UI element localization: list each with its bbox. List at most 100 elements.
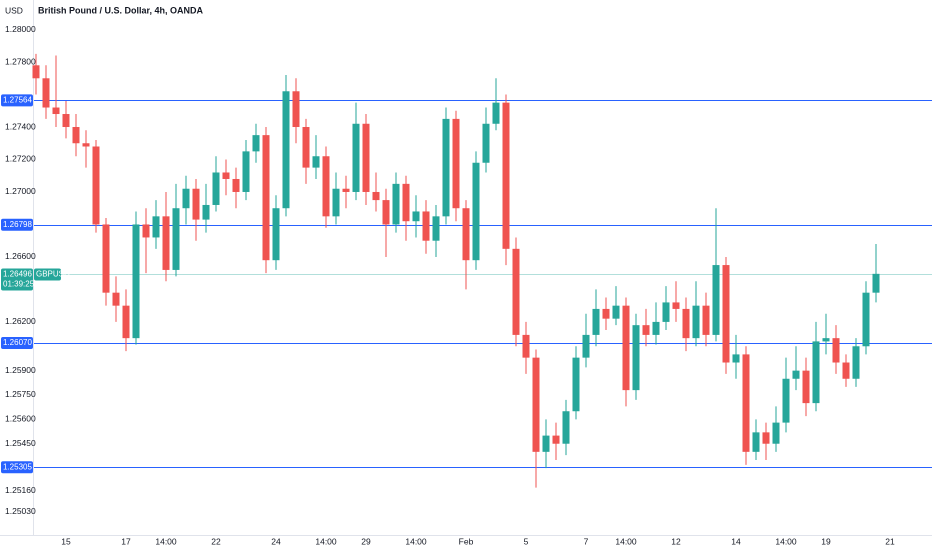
- last-price-box: [1, 268, 33, 291]
- candle-body: [272, 208, 280, 261]
- candle-body: [452, 118, 460, 209]
- x-tick-label: 14:00: [155, 536, 177, 546]
- candle-body: [222, 172, 230, 179]
- candle-body: [642, 325, 650, 335]
- candle-body: [252, 135, 260, 152]
- level-label-box: [1, 94, 33, 107]
- y-tick-label: 1.25450: [5, 438, 36, 448]
- candle-body: [422, 211, 430, 241]
- candle-body: [132, 224, 140, 339]
- candle-body: [552, 435, 560, 444]
- x-tick-label: 22: [211, 536, 221, 546]
- candle-body: [522, 334, 530, 358]
- x-tick-label: 5: [524, 536, 529, 546]
- candle-body: [232, 178, 240, 192]
- candle-body: [542, 435, 550, 452]
- candle-body: [842, 362, 850, 379]
- candle-body: [142, 224, 150, 238]
- candle-body: [362, 123, 370, 192]
- candle-body: [592, 308, 600, 335]
- candle-body: [602, 308, 610, 319]
- candle-body: [502, 102, 510, 249]
- candle-body: [242, 151, 250, 192]
- x-tick-label: 14:00: [775, 536, 797, 546]
- candle-body: [282, 91, 290, 209]
- candle-body: [632, 325, 640, 391]
- candle-body: [372, 191, 380, 201]
- candle-body: [722, 265, 730, 363]
- candle-body: [182, 188, 190, 209]
- candle-body: [652, 321, 660, 335]
- y-tick-label: 1.27800: [5, 56, 36, 66]
- candle-body: [822, 338, 830, 342]
- candle-body: [302, 127, 310, 168]
- y-tick-label: 1.27200: [5, 154, 36, 164]
- candle-body: [752, 432, 760, 452]
- candle-body: [92, 146, 100, 225]
- candle-body: [332, 188, 340, 217]
- candle-body: [712, 265, 720, 335]
- candle-body: [162, 216, 170, 270]
- candle-body: [322, 156, 330, 217]
- candle-body: [442, 118, 450, 217]
- x-tick-label: 12: [671, 536, 681, 546]
- candle-body: [352, 123, 360, 192]
- candle-body: [812, 341, 820, 404]
- candle-body: [762, 432, 770, 444]
- chart-title: British Pound / U.S. Dollar, 4h, OANDA: [38, 5, 204, 15]
- candle-body: [492, 102, 500, 124]
- candle-body: [802, 370, 810, 404]
- x-tick-label: 14: [731, 536, 741, 546]
- x-tick-label: 14:00: [405, 536, 427, 546]
- level-label-box: [1, 218, 33, 231]
- y-tick-label: 1.25600: [5, 414, 36, 424]
- last-price-label: 1.26496: [3, 270, 32, 279]
- x-tick-label: 19: [821, 536, 831, 546]
- candle-body: [582, 334, 590, 358]
- candle-body: [672, 302, 680, 309]
- y-tick-label: 1.26600: [5, 251, 36, 261]
- candle-body: [202, 204, 210, 220]
- candle-body: [212, 172, 220, 205]
- candle-body: [782, 378, 790, 423]
- candle-body: [872, 273, 880, 293]
- candle-body: [192, 188, 200, 220]
- x-tick-label: 29: [361, 536, 371, 546]
- candle-body: [42, 78, 50, 108]
- candle-body: [862, 292, 870, 347]
- countdown-label: 01:39:25: [3, 280, 35, 289]
- candle-body: [662, 302, 670, 322]
- level-label: 1.26070: [3, 338, 32, 347]
- x-tick-label: 14:00: [315, 536, 337, 546]
- candle-body: [532, 357, 540, 452]
- candle-body: [692, 305, 700, 339]
- candle-body: [312, 156, 320, 168]
- level-label-box: [1, 337, 33, 350]
- candle-body: [102, 224, 110, 293]
- candle-body: [742, 354, 750, 452]
- candle-body: [72, 127, 80, 144]
- x-tick-label: 7: [584, 536, 589, 546]
- candle-body: [52, 107, 60, 115]
- candle-body: [612, 305, 620, 319]
- candle-body: [622, 305, 630, 391]
- candle-body: [382, 200, 390, 225]
- candle-body: [772, 422, 780, 444]
- x-tick-label: 14:00: [615, 536, 637, 546]
- x-tick-label: 21: [885, 536, 895, 546]
- y-tick-label: 1.27000: [5, 186, 36, 196]
- candle-body: [702, 305, 710, 335]
- candle-body: [852, 346, 860, 379]
- y-tick-label: 1.25750: [5, 389, 36, 399]
- candle-body: [392, 183, 400, 225]
- level-label-box: [1, 461, 33, 474]
- candle-body: [402, 183, 410, 222]
- y-tick-label: 1.25030: [5, 506, 36, 516]
- candle-body: [512, 248, 520, 335]
- x-tick-label: 15: [61, 536, 71, 546]
- candle-body: [472, 162, 480, 261]
- candle-body: [412, 211, 420, 222]
- y-tick-label: 1.27400: [5, 121, 36, 131]
- x-tick-label: 17: [121, 536, 131, 546]
